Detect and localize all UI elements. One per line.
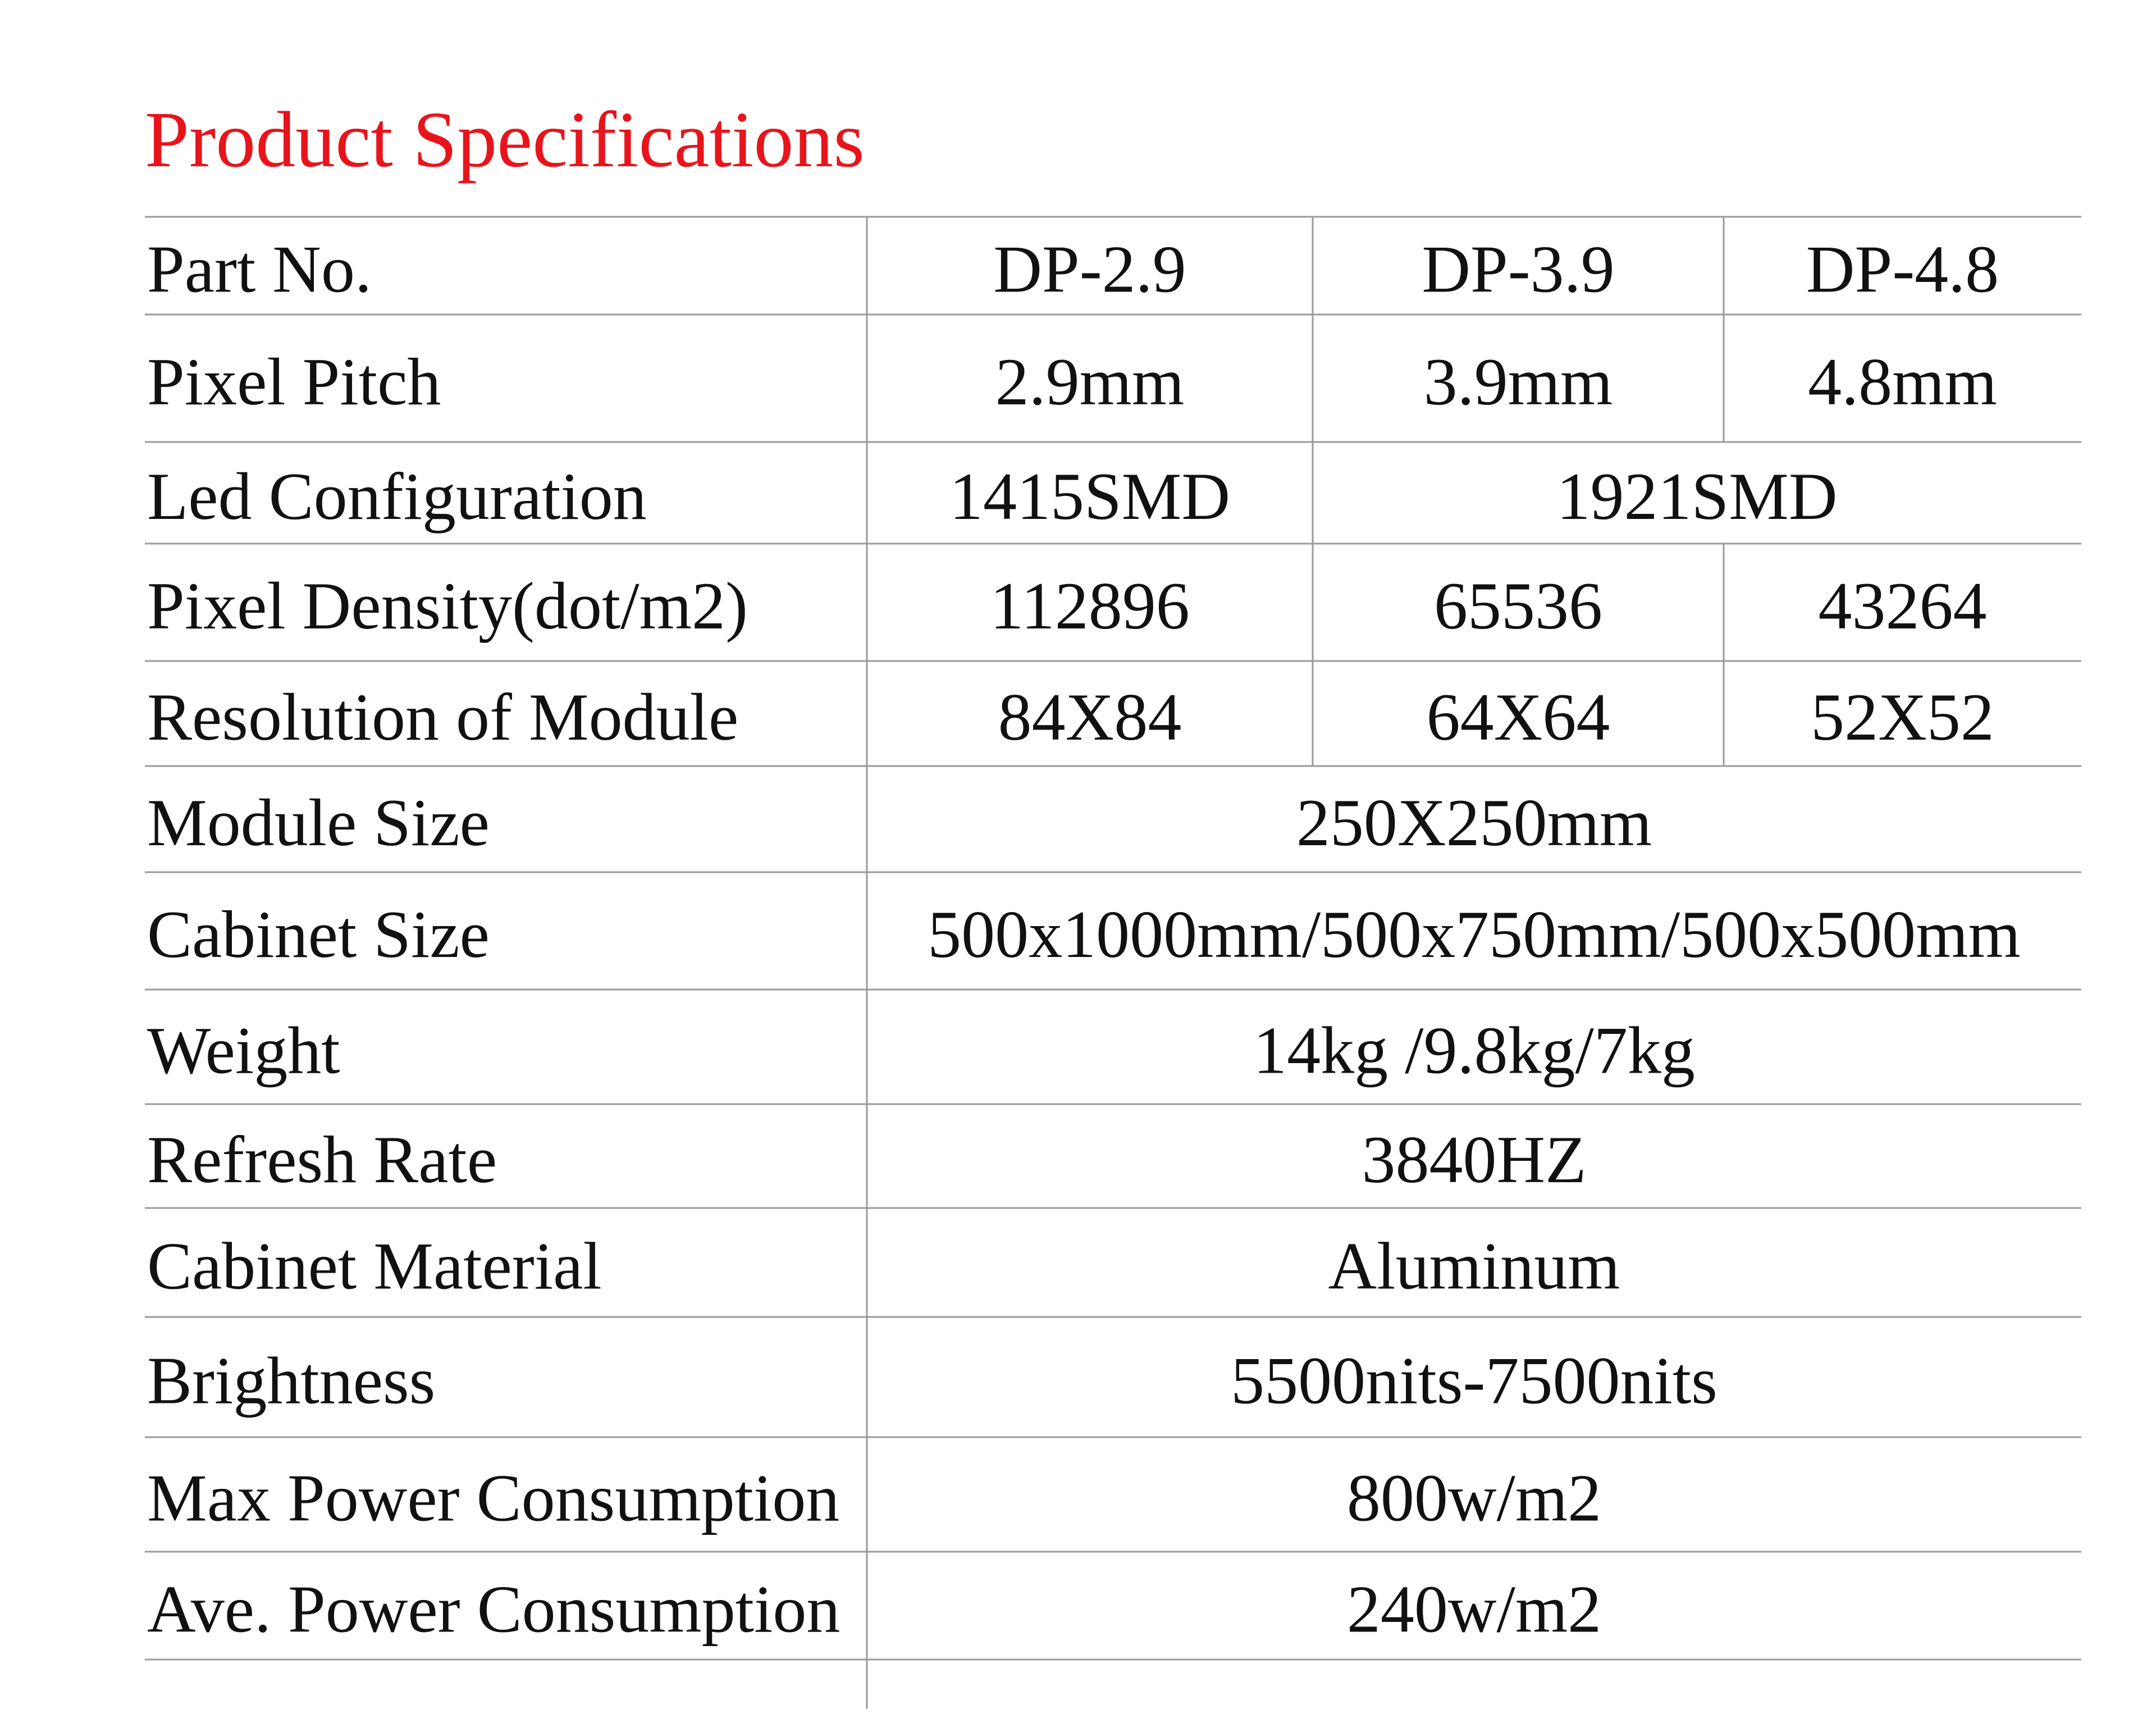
cell-value: 1415SMD <box>949 459 1230 534</box>
cell-value: 64X64 <box>1427 680 1610 754</box>
row-label: Module Size <box>147 785 490 860</box>
row-label: Ave. Power Consumption <box>147 1572 840 1647</box>
row-label: Brightness <box>147 1343 435 1418</box>
cell-value: 5500nits-7500nits <box>1231 1343 1718 1418</box>
cell-value: 800w/m2 <box>1347 1461 1601 1535</box>
cell-value: 2.9mm <box>995 344 1185 419</box>
cell-value: 14kg /9.8kg/7kg <box>1253 1013 1695 1088</box>
cell-value: 3.9mm <box>1424 344 1613 419</box>
row-label: Cabinet Material <box>147 1229 602 1303</box>
cell-value: DP-3.9 <box>1422 232 1614 307</box>
cell-value: 250X250mm <box>1296 785 1652 860</box>
cell-value: 4.8mm <box>1808 344 1997 419</box>
cell-value: 84X84 <box>998 680 1182 754</box>
cell-value: 65536 <box>1434 568 1602 643</box>
cell-value: 52X52 <box>1811 680 1994 754</box>
row-label: Part No. <box>147 232 372 307</box>
cell-value: DP-2.9 <box>993 232 1186 307</box>
title: Product Specifications <box>145 95 865 184</box>
row-label: Max Power Consumption <box>147 1461 839 1535</box>
row-label: Weight <box>147 1013 340 1088</box>
cell-value: DP-4.8 <box>1806 232 1999 307</box>
cell-value: Aluminum <box>1328 1229 1620 1303</box>
cell-value: 3840HZ <box>1362 1122 1587 1197</box>
row-label: Led Configuration <box>147 459 647 534</box>
cell-value: 500x1000mm/500x750mm/500x500mm <box>928 897 2021 972</box>
cell-value: 112896 <box>990 568 1190 643</box>
row-label: Pixel Density(dot/m2) <box>147 568 748 643</box>
row-label: Resolution of Module <box>147 680 738 754</box>
cell-value: 43264 <box>1819 568 1987 643</box>
row-label: Cabinet Size <box>147 897 490 972</box>
row-label: Pixel Pitch <box>147 344 441 419</box>
row-label: Refresh Rate <box>147 1122 497 1197</box>
cell-value: 1921SMD <box>1556 459 1837 534</box>
cell-value: 240w/m2 <box>1347 1572 1601 1647</box>
